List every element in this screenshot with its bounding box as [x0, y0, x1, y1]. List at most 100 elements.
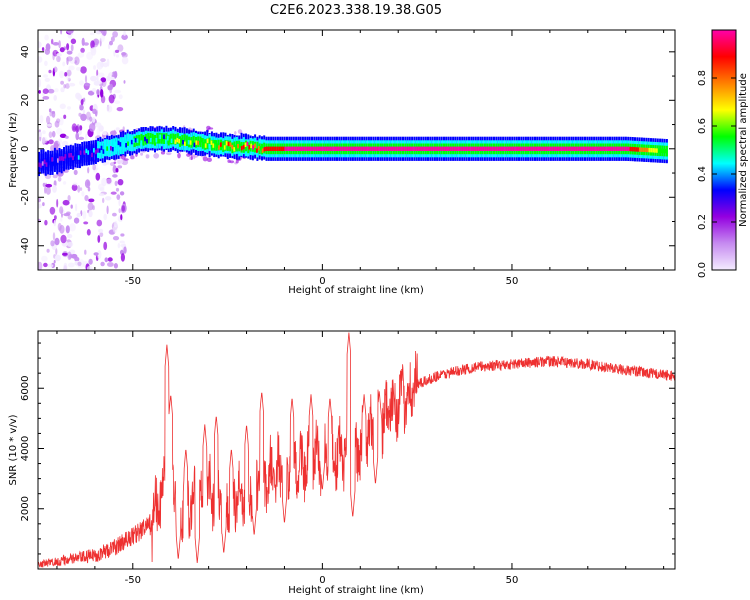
spectrogram-ridge-core	[597, 146, 600, 151]
spectrogram-ridge-core	[576, 146, 579, 151]
spectrogram-ridge-core	[261, 148, 264, 153]
spectrogram-blob	[116, 158, 124, 165]
spectrogram-blob	[66, 43, 70, 51]
spectrogram-ridge-core	[77, 155, 80, 160]
spectrogram-ridge-core	[422, 146, 425, 151]
spectrogram-ridge-core	[663, 148, 666, 154]
spectrogram-blob	[49, 206, 56, 215]
spectrogram-ridge-core	[121, 142, 124, 147]
spectrogram-ridge-core	[468, 146, 471, 151]
spectrogram-ridge-core	[123, 141, 126, 147]
spectrogram-ridge-core	[443, 146, 446, 151]
spectrogram-ytick-label: -40	[20, 238, 31, 254]
spectrogram-blob	[76, 212, 82, 218]
spectrogram-ridge-core	[233, 147, 236, 152]
spectrogram-blob	[67, 251, 72, 261]
spectrogram-ridge-core	[483, 146, 486, 151]
spectrogram-ridge-core	[419, 146, 421, 151]
spectrogram-ridge-core	[257, 146, 260, 151]
spectrogram-blob	[87, 167, 90, 174]
spectrogram-blob	[44, 60, 48, 66]
spectrogram-ridge-core	[553, 146, 556, 151]
spectrogram-ridge-core	[290, 146, 292, 151]
spectrogram-ridge-core	[127, 141, 129, 146]
spectrogram-blob	[41, 255, 48, 262]
spectrogram-ridge-core	[563, 146, 565, 151]
spectrogram-blob	[88, 198, 95, 203]
spectrogram-ridge-core	[259, 146, 262, 151]
spectrogram-blob	[120, 243, 126, 248]
spectrogram-ridge-core	[436, 146, 438, 151]
spectrogram-blob	[109, 76, 115, 80]
spectrogram-blob	[190, 154, 193, 161]
spectrogram-blob	[43, 262, 48, 268]
spectrogram-blob	[56, 127, 63, 135]
spectrogram-ridge-core	[208, 143, 211, 149]
spectrogram-blob	[107, 43, 111, 50]
spectrogram-ridge-core	[240, 146, 243, 151]
spectrogram-ridge-cell	[486, 143, 489, 155]
spectrogram-ridge-core	[648, 147, 651, 153]
spectrogram-blob	[88, 258, 93, 265]
spectrogram-ridge-core	[585, 146, 588, 151]
spectrogram-blob	[114, 89, 122, 94]
snr-ylabel: SNR (10 * v/v)	[8, 414, 19, 485]
spectrogram-blob	[116, 107, 124, 112]
spectrogram-ridge-cell	[67, 154, 70, 165]
spectrogram-ridge-core	[293, 146, 296, 151]
spectrogram-ridge-core	[134, 138, 137, 143]
spectrogram-blob	[84, 195, 89, 202]
spectrogram-blob	[55, 247, 58, 255]
spectrogram-ridge-core	[328, 146, 330, 151]
spectrogram-ridge-core	[96, 148, 99, 153]
spectrogram-ridge-core	[591, 146, 594, 151]
spectrogram-ridge-core	[244, 142, 247, 147]
spectrogram-blob	[38, 198, 41, 203]
spectrogram-blob	[115, 54, 120, 58]
spectrogram-ridge-core	[530, 146, 533, 151]
spectrogram-ridge-core	[407, 146, 410, 151]
spectrogram-ridge-core	[631, 146, 634, 152]
spectrogram-blob	[97, 235, 101, 243]
spectrogram-ridge-core	[221, 143, 224, 148]
spectrogram-blob	[80, 113, 87, 122]
spectrogram-ridge-core	[278, 146, 281, 151]
spectrogram-blob	[84, 179, 91, 189]
spectrogram-blob	[177, 152, 181, 159]
spectrogram-ridge-cell	[85, 148, 88, 160]
spectrogram-ridge-core	[381, 146, 383, 151]
spectrogram-blob	[41, 136, 48, 144]
spectrogram-ridge-core	[504, 146, 507, 151]
spectrogram-blob	[227, 159, 231, 163]
spectrogram-ridge-core	[595, 146, 598, 151]
spectrogram-blob	[41, 47, 45, 52]
spectrogram-ridge-core	[606, 146, 609, 151]
spectrogram-ridge-core	[43, 159, 46, 164]
spectrogram-ridge-core	[280, 146, 283, 151]
spectrogram-ridge-core	[438, 146, 440, 151]
spectrogram-blob	[60, 234, 67, 244]
spectrogram-blob	[79, 125, 83, 131]
spectrogram-blob	[51, 38, 54, 45]
spectrogram-blob	[100, 58, 106, 63]
spectrogram-ridge-core	[375, 146, 378, 151]
spectrogram-blob	[70, 38, 77, 45]
spectrogram-blob	[67, 241, 74, 247]
spectrogram-ridge-core	[661, 148, 664, 154]
spectrogram-blob	[106, 105, 113, 113]
spectrogram-blob	[98, 228, 104, 233]
spectrogram-blob	[202, 156, 208, 162]
spectrogram-blob	[92, 163, 96, 171]
spectrogram-ridge-core	[91, 152, 93, 158]
spectrogram-ridge-core	[210, 140, 213, 145]
spectrogram-ridge-core	[523, 146, 526, 151]
spectrogram-blob	[46, 123, 52, 127]
spectrogram-ridge-core	[544, 146, 546, 151]
spectrogram-blob	[121, 34, 128, 40]
spectrogram-blob	[54, 120, 60, 128]
spectrogram-blob	[93, 80, 101, 86]
spectrogram-blob	[59, 70, 65, 79]
spectrogram-blob	[100, 261, 105, 267]
spectrogram-blob	[79, 187, 83, 191]
spectrogram-ridge-core	[561, 146, 564, 151]
